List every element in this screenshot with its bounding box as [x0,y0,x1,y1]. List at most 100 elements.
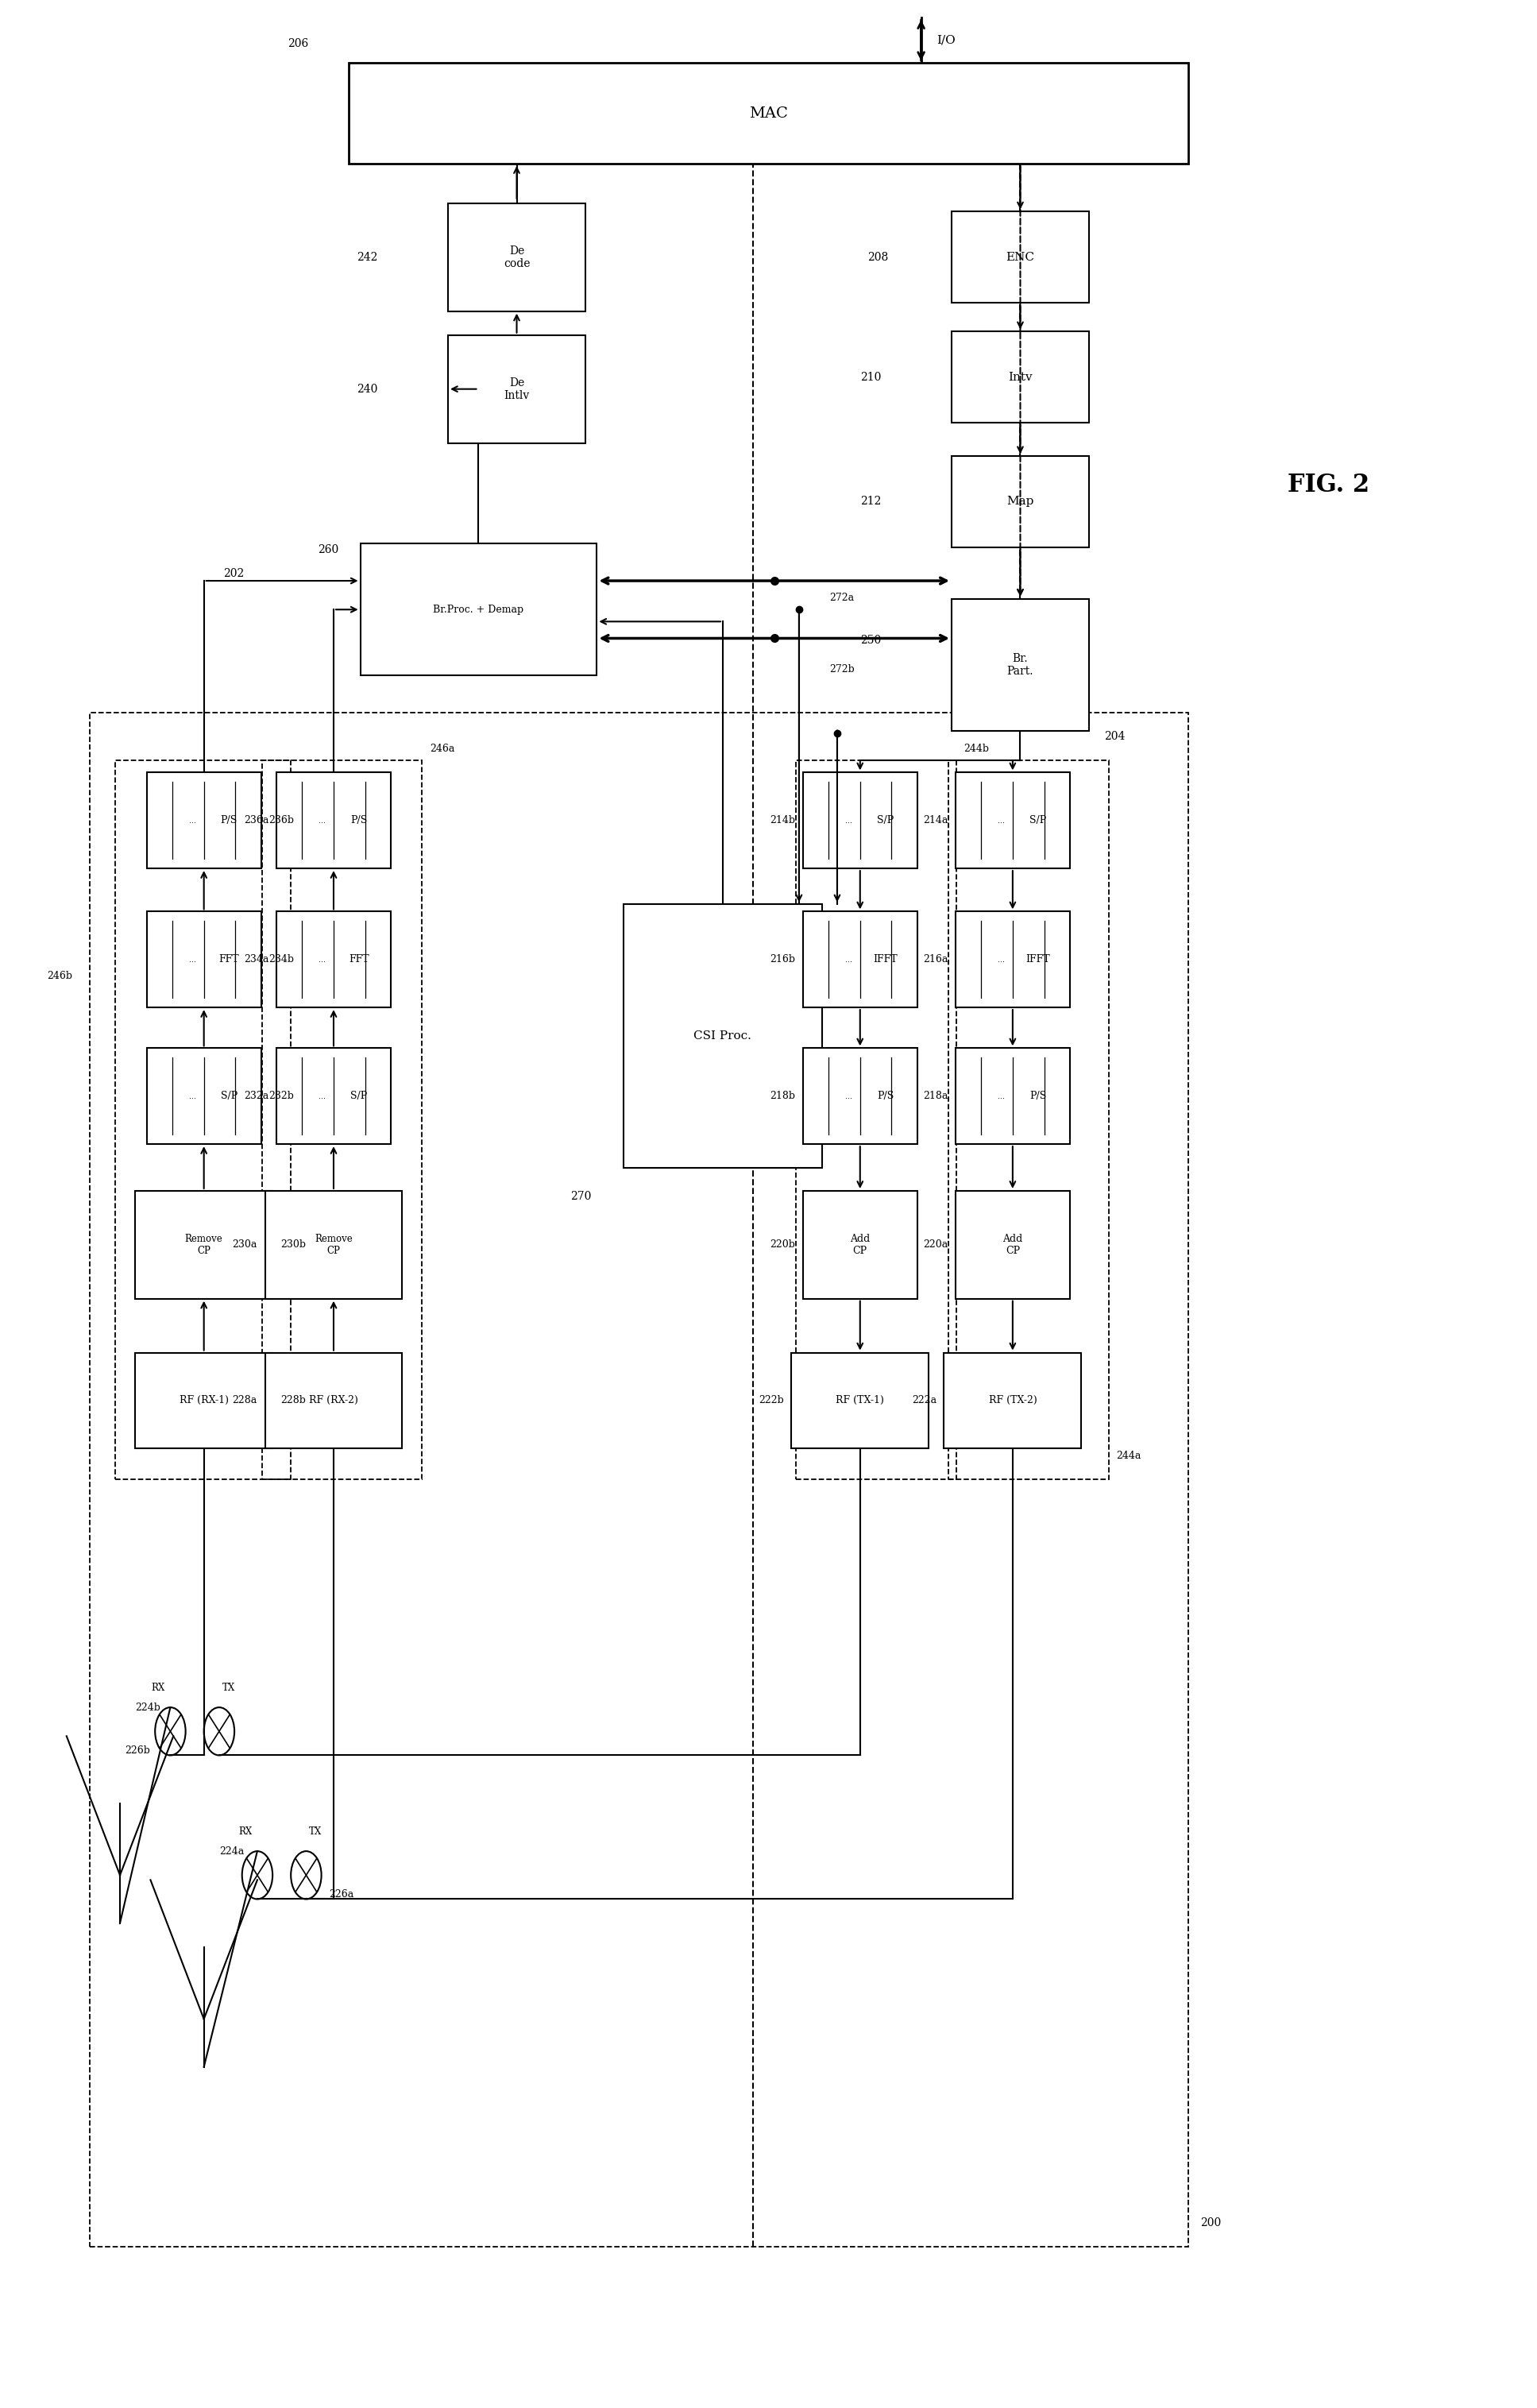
Text: 228a: 228a [232,1394,257,1406]
Text: 272a: 272a [830,592,855,602]
FancyBboxPatch shape [802,1047,918,1144]
Text: 244a: 244a [1116,1450,1142,1462]
FancyBboxPatch shape [264,1353,403,1450]
FancyBboxPatch shape [956,1192,1070,1298]
Text: 230a: 230a [232,1240,257,1250]
Text: 234b: 234b [269,954,294,966]
Text: 242: 242 [357,253,378,262]
Text: 228b: 228b [280,1394,306,1406]
Text: RF (TX-2): RF (TX-2) [988,1394,1037,1406]
Text: ...: ... [189,816,197,824]
Text: ...: ... [998,1093,1005,1100]
Text: 214a: 214a [922,816,948,826]
Text: S/P: S/P [876,816,893,826]
Text: Map: Map [1007,496,1034,508]
Text: 208: 208 [868,253,888,262]
Text: Add
CP: Add CP [1002,1233,1022,1257]
FancyBboxPatch shape [951,600,1088,730]
FancyBboxPatch shape [264,1192,403,1298]
Text: I/O: I/O [936,34,954,46]
Text: IFFT: IFFT [1025,954,1050,966]
Text: S/P: S/P [1030,816,1047,826]
FancyBboxPatch shape [956,773,1070,869]
FancyBboxPatch shape [802,913,918,1007]
Text: 226a: 226a [329,1890,354,1900]
Text: RF (RX-1): RF (RX-1) [180,1394,229,1406]
Text: 200: 200 [1200,2218,1222,2227]
Text: De
Intlv: De Intlv [504,378,530,402]
Text: P/S: P/S [221,816,238,826]
Text: 272b: 272b [830,665,855,674]
Text: ...: ... [318,816,326,824]
Text: RF (TX-1): RF (TX-1) [836,1394,884,1406]
FancyBboxPatch shape [956,1047,1070,1144]
Text: RX: RX [238,1828,252,1837]
Text: RF (RX-2): RF (RX-2) [309,1394,358,1406]
FancyBboxPatch shape [951,212,1088,303]
Text: RX: RX [151,1683,164,1693]
Text: 222a: 222a [911,1394,936,1406]
Text: Br.
Part.: Br. Part. [1007,653,1033,677]
Text: 232b: 232b [269,1091,294,1100]
Text: 234a: 234a [244,954,269,966]
Text: 246b: 246b [46,970,72,982]
Text: P/S: P/S [1030,1091,1047,1100]
FancyBboxPatch shape [449,335,586,443]
FancyBboxPatch shape [277,1047,390,1144]
FancyBboxPatch shape [802,1192,918,1298]
FancyBboxPatch shape [792,1353,928,1450]
Text: CSI Proc.: CSI Proc. [693,1031,752,1043]
FancyBboxPatch shape [349,63,1188,164]
Text: ...: ... [318,956,326,963]
Text: 240: 240 [357,383,378,395]
Text: FFT: FFT [218,954,240,966]
Text: ...: ... [845,816,851,824]
FancyBboxPatch shape [802,773,918,869]
Text: 220a: 220a [924,1240,948,1250]
Text: 270: 270 [570,1192,592,1202]
FancyBboxPatch shape [956,913,1070,1007]
FancyBboxPatch shape [951,455,1088,547]
Text: ENC: ENC [1007,253,1034,262]
FancyBboxPatch shape [360,544,596,677]
Text: 236b: 236b [269,816,294,826]
Text: MAC: MAC [749,106,788,120]
Text: P/S: P/S [876,1091,893,1100]
Text: 230b: 230b [280,1240,306,1250]
Text: 246a: 246a [430,744,455,754]
Text: 216b: 216b [770,954,795,966]
FancyBboxPatch shape [277,773,390,869]
Text: ...: ... [845,956,851,963]
Text: 232a: 232a [244,1091,269,1100]
FancyBboxPatch shape [135,1353,272,1450]
Text: 244b: 244b [964,744,990,754]
Text: 224b: 224b [135,1702,160,1712]
Text: 212: 212 [861,496,881,508]
FancyBboxPatch shape [135,1192,272,1298]
FancyBboxPatch shape [146,913,261,1007]
Text: Br.Proc. + Demap: Br.Proc. + Demap [433,604,524,614]
Text: Remove
CP: Remove CP [315,1233,352,1257]
Text: 206: 206 [287,39,309,51]
Text: 210: 210 [861,371,881,383]
Text: 218a: 218a [922,1091,948,1100]
Text: Remove
CP: Remove CP [184,1233,223,1257]
Text: 204: 204 [1104,732,1125,742]
Text: ...: ... [318,1093,326,1100]
Text: 260: 260 [318,544,338,556]
Text: FFT: FFT [349,954,369,966]
Text: 214b: 214b [770,816,795,826]
FancyBboxPatch shape [624,905,822,1168]
Text: 250: 250 [861,636,881,645]
FancyBboxPatch shape [449,202,586,311]
FancyBboxPatch shape [146,1047,261,1144]
Text: ...: ... [998,816,1005,824]
Text: 222b: 222b [759,1394,784,1406]
Text: De
code: De code [504,246,530,270]
Text: ...: ... [189,1093,197,1100]
Text: S/P: S/P [350,1091,367,1100]
Text: ...: ... [845,1093,851,1100]
Text: 218b: 218b [770,1091,795,1100]
FancyBboxPatch shape [146,773,261,869]
Text: 226b: 226b [124,1746,151,1755]
